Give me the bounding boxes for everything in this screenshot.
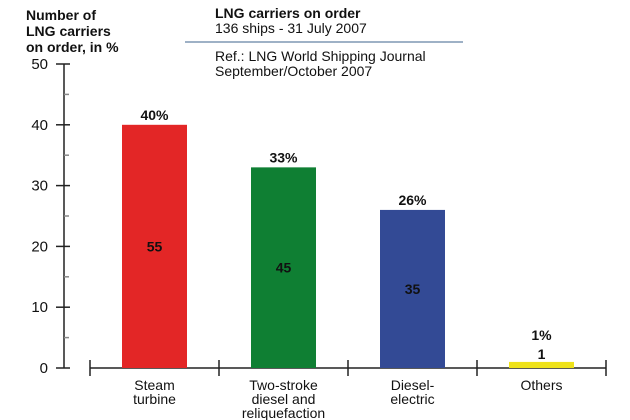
y-tick-label: 40 — [31, 117, 48, 134]
y-tick-label: 50 — [31, 56, 48, 73]
bar — [509, 361, 574, 368]
bar — [122, 124, 187, 368]
y-tick-label: 30 — [31, 178, 48, 195]
x-category-label: turbine — [133, 391, 176, 407]
x-category-label: Two-stroke — [249, 377, 318, 393]
bar-count-label: 1 — [538, 346, 546, 362]
reference-line-2: September/October 2007 — [215, 63, 372, 79]
reference-line-1: Ref.: LNG World Shipping Journal — [215, 48, 426, 64]
bar-percent-label: 26% — [398, 192, 427, 208]
y-axis-label-line-2: LNG carriers — [26, 23, 111, 39]
chart-title: LNG carriers on order — [215, 5, 361, 21]
x-category-label: Steam — [134, 377, 174, 393]
bar-count-label: 35 — [405, 281, 421, 297]
bar-count-label: 45 — [276, 260, 292, 276]
bar-percent-label: 40% — [140, 107, 169, 123]
x-category-label: Diesel- — [391, 377, 435, 393]
bar-count-label: 55 — [147, 238, 163, 254]
bar-percent-label: 33% — [269, 149, 298, 165]
y-axis-label-line-1: Number of — [26, 7, 96, 23]
x-category-label: reliquefaction — [242, 405, 325, 420]
bar — [380, 209, 445, 368]
y-tick-label: 20 — [31, 238, 48, 255]
bar — [251, 167, 316, 368]
x-category-label: electric — [390, 391, 434, 407]
x-category-label: Others — [520, 377, 562, 393]
chart-subtitle: 136 ships - 31 July 2007 — [215, 20, 367, 36]
y-tick-label: 10 — [31, 299, 48, 316]
bar-percent-label: 1% — [531, 327, 552, 343]
y-tick-label: 0 — [40, 360, 48, 377]
x-category-label: diesel and — [252, 391, 316, 407]
y-axis-label-line-3: on order, in % — [26, 39, 119, 55]
